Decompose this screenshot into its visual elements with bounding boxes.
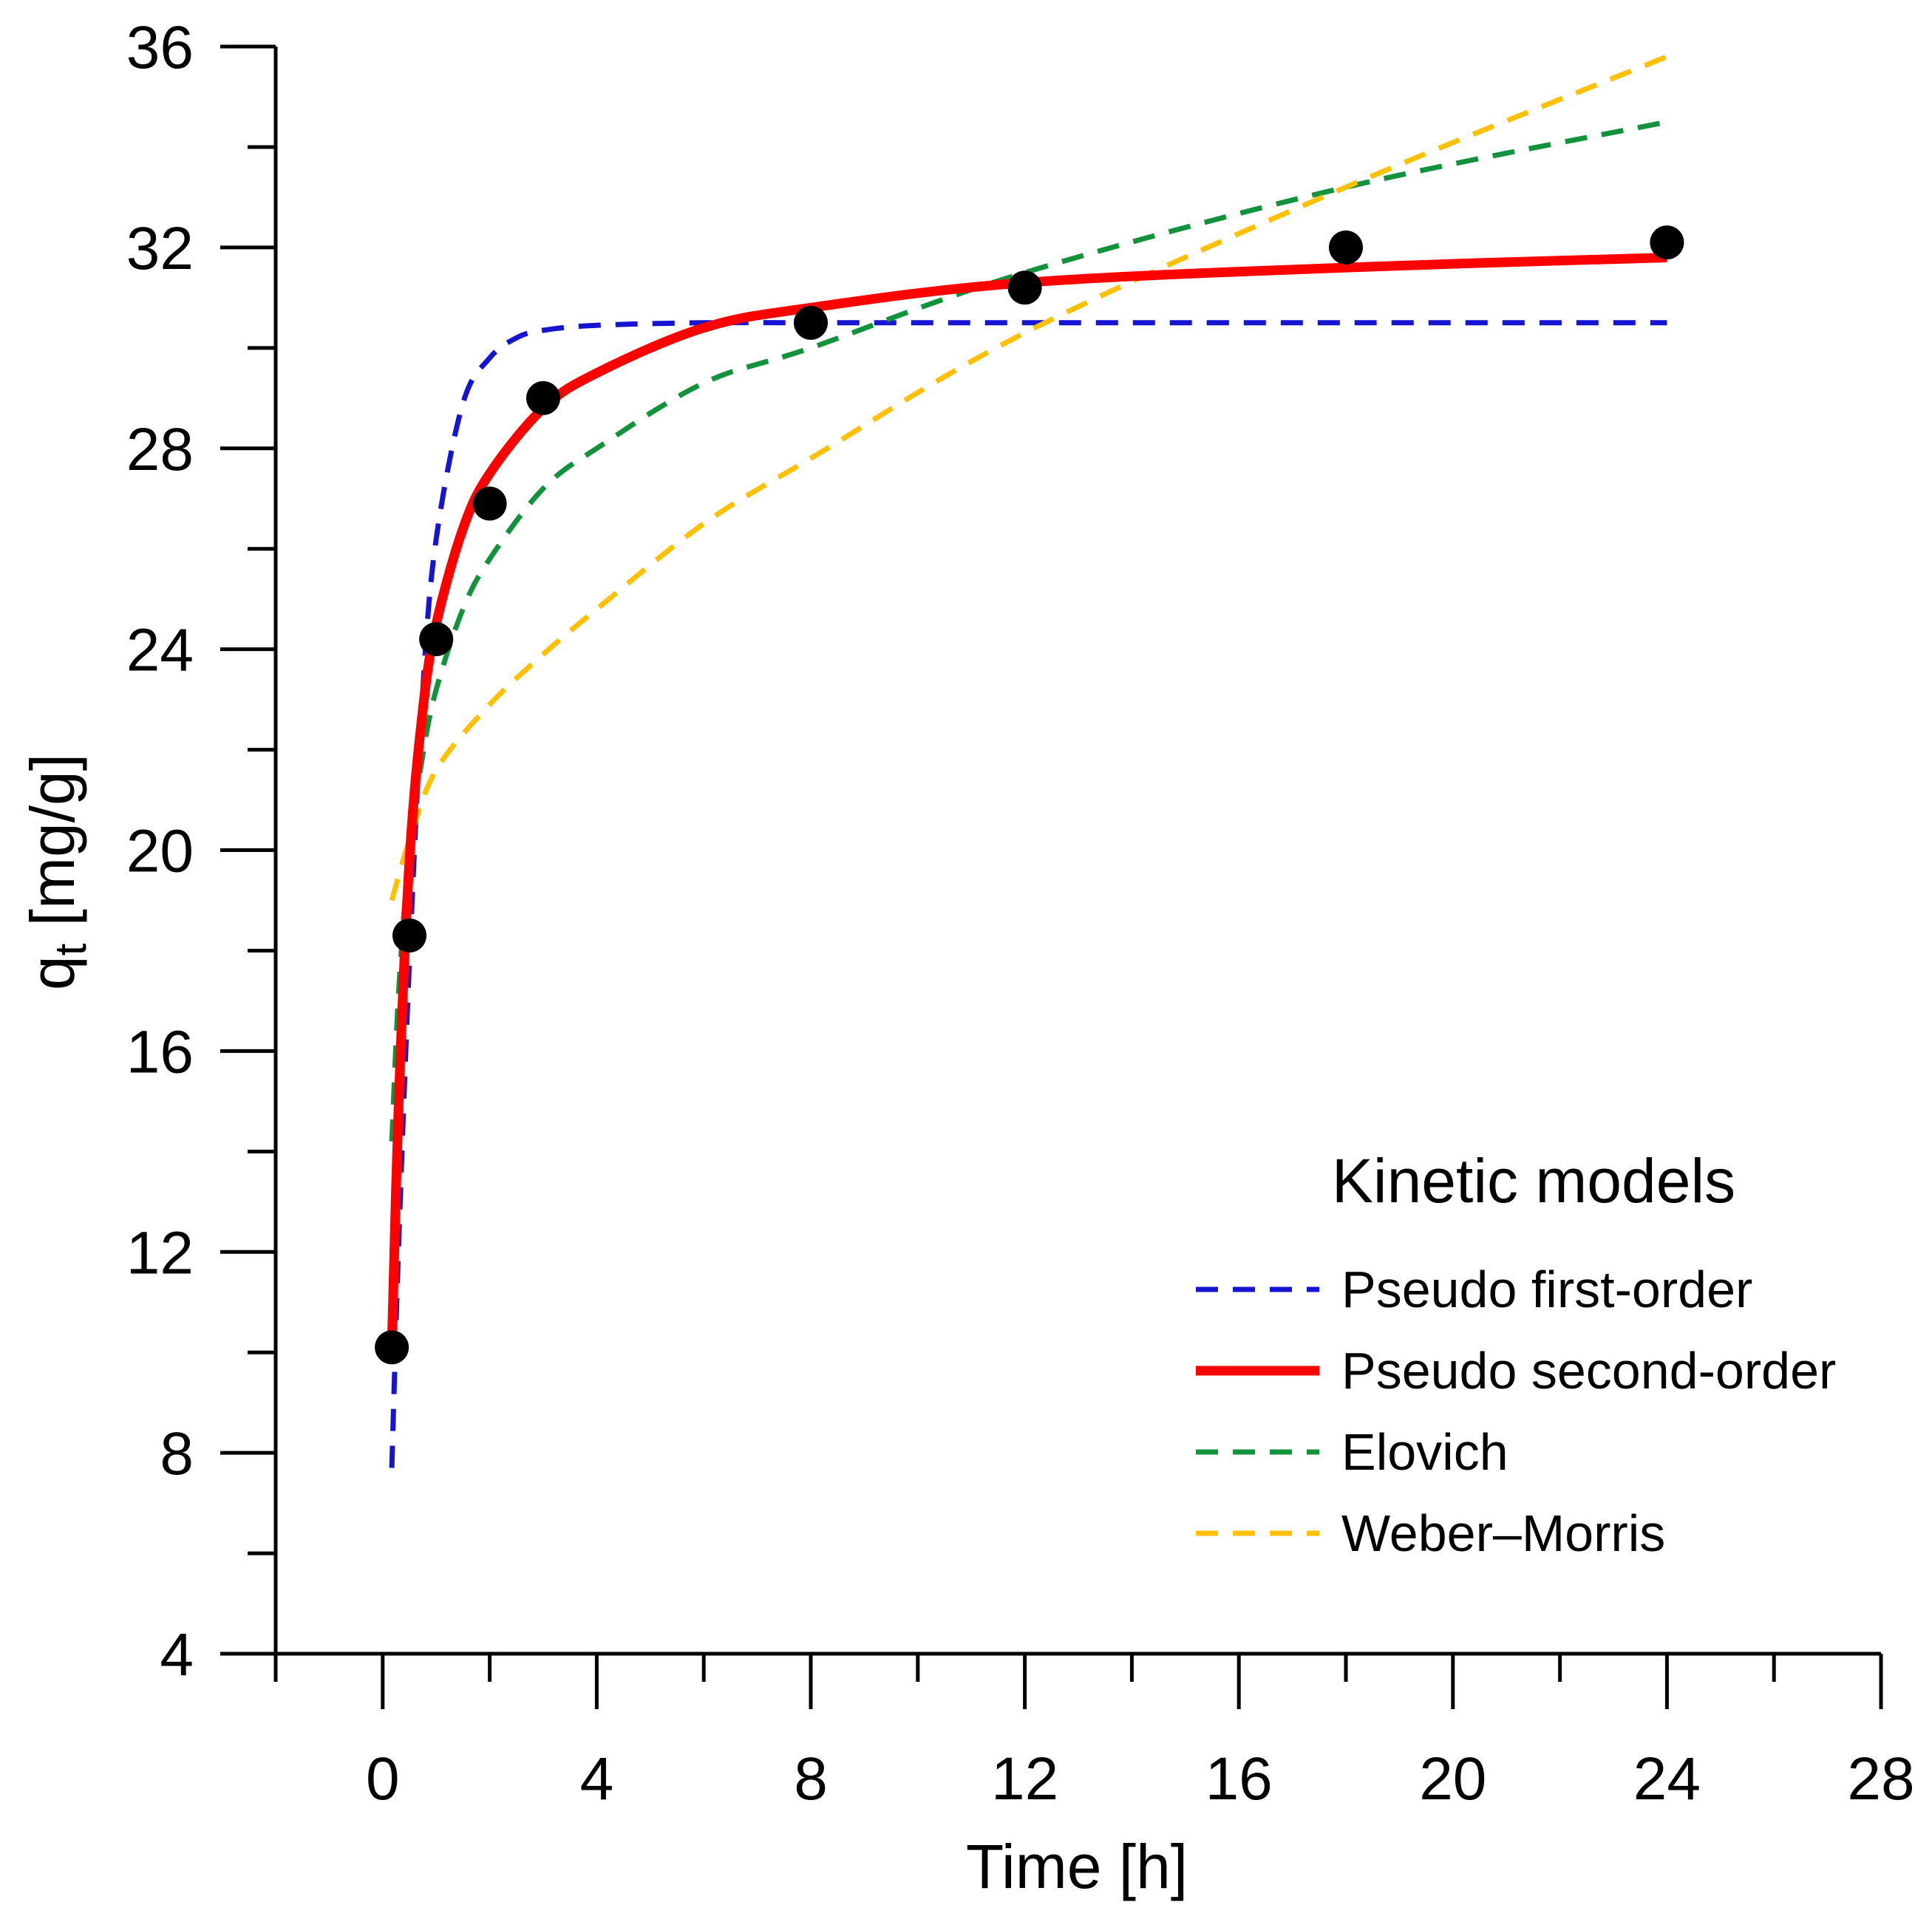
y-tick-label: 36 <box>126 14 194 81</box>
data-point <box>375 1330 409 1365</box>
y-tick-label: 8 <box>160 1420 194 1487</box>
data-point <box>472 486 507 521</box>
y-tick-label: 16 <box>126 1018 194 1085</box>
y-axis-title-subscript: t <box>46 943 95 955</box>
y-tick-label: 24 <box>126 617 194 684</box>
data-point <box>392 918 426 953</box>
x-tick-label: 16 <box>1205 1745 1273 1813</box>
x-tick-label: 12 <box>991 1745 1058 1813</box>
x-tick-label: 4 <box>580 1745 614 1813</box>
tick-labels: 0 4 8 12 16 20 24 28 4 8 12 16 20 24 28 32 36 <box>126 14 1915 1813</box>
legend-item-elovich: Elovich <box>1196 1423 1508 1481</box>
legend-title: Kinetic models <box>1332 1146 1735 1216</box>
y-tick-label: 28 <box>126 416 194 483</box>
data-point <box>526 381 560 415</box>
legend-items: Pseudo first-order Pseudo second-order Elo… <box>1196 1261 1836 1562</box>
y-axis-title: qt [mg/g] <box>18 754 95 990</box>
x-tick-label: 8 <box>794 1745 828 1813</box>
y-tick-label: 20 <box>126 818 194 885</box>
series-line-pseudo-first-order <box>389 320 1667 1468</box>
x-tick-label: 0 <box>366 1745 400 1813</box>
data-point <box>1007 270 1042 305</box>
x-tick-label: 20 <box>1419 1745 1486 1813</box>
legend-label: Pseudo second-order <box>1341 1342 1836 1400</box>
legend-item-pseudo-first-order: Pseudo first-order <box>1196 1261 1752 1318</box>
legend-label: Pseudo first-order <box>1341 1261 1752 1318</box>
legend: Kinetic models Pseudo first-orderPseudo … <box>1196 1146 1836 1562</box>
legend-label: Elovich <box>1341 1423 1508 1481</box>
series-line-weber-morris <box>389 54 1668 901</box>
x-axis-title: Time [h] <box>966 1832 1188 1901</box>
data-point <box>1329 230 1363 265</box>
series-layer <box>387 54 1668 1468</box>
data-point <box>1650 225 1684 260</box>
y-axis-title-unit: [mg/g] <box>18 754 87 944</box>
legend-item-weber-morris: Weber–Morris <box>1196 1504 1665 1562</box>
y-tick-label: 32 <box>126 215 194 282</box>
y-tick-label: 12 <box>126 1219 194 1286</box>
x-tick-label: 24 <box>1633 1745 1701 1813</box>
y-axis-title-main: q <box>18 955 87 990</box>
legend-item-pseudo-second-order: Pseudo second-order <box>1196 1342 1836 1400</box>
experimental-points <box>375 225 1684 1365</box>
x-tick-label: 28 <box>1847 1745 1914 1813</box>
data-point <box>419 622 454 657</box>
legend-label: Weber–Morris <box>1341 1504 1665 1562</box>
axis-ticks <box>220 44 1883 1709</box>
data-point <box>794 305 828 340</box>
y-tick-label: 4 <box>160 1621 194 1688</box>
